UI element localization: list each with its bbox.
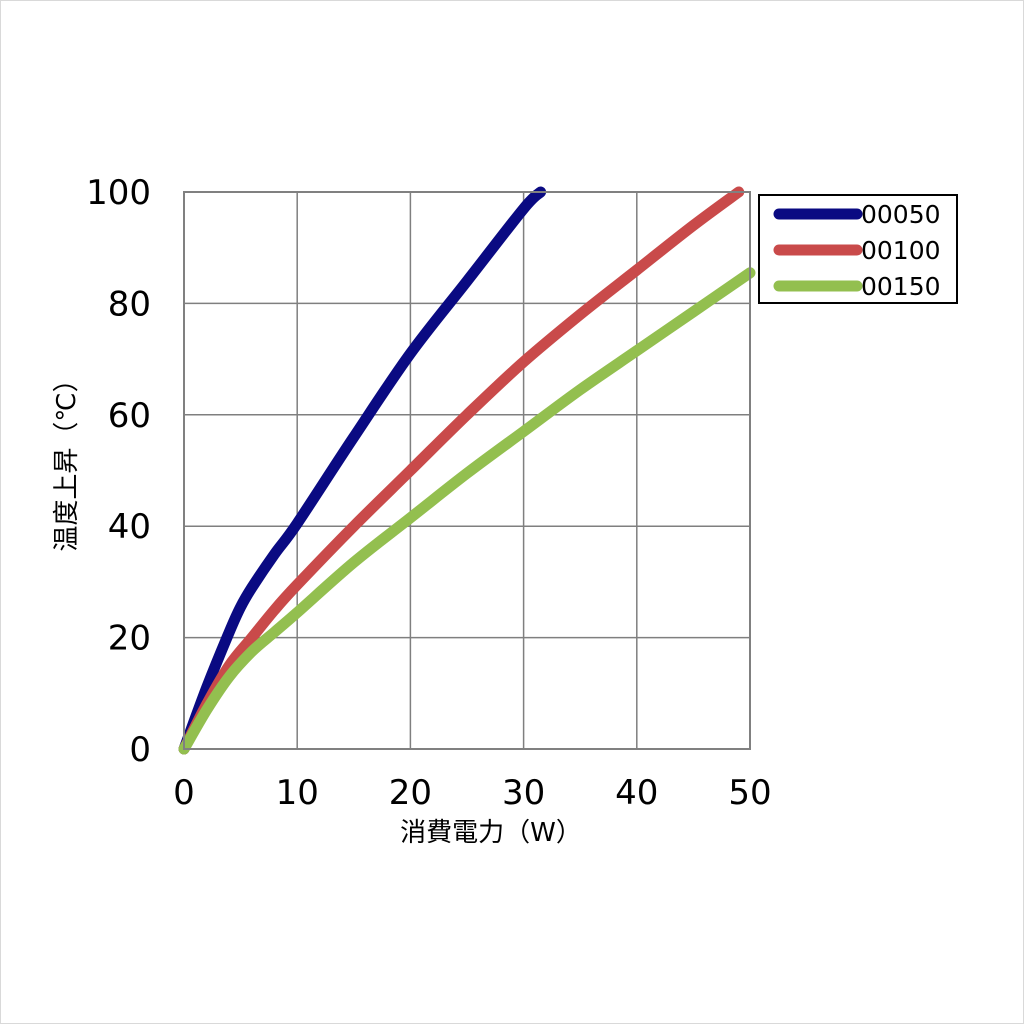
y-tick-label: 100 xyxy=(86,173,151,213)
grid-lines xyxy=(184,192,750,749)
x-tick-label: 30 xyxy=(502,773,545,813)
x-tick-label: 10 xyxy=(276,773,319,813)
y-axis-title: 温度上昇（℃） xyxy=(52,366,82,551)
tick-labels: 0 10 20 30 40 50 0 20 40 60 80 100 xyxy=(86,173,772,813)
x-tick-label: 0 xyxy=(173,773,195,813)
series-line-00100 xyxy=(178,186,745,755)
y-tick-label: 60 xyxy=(108,396,151,436)
plot-area-border xyxy=(183,191,751,750)
legend: 00050 00100 00150 xyxy=(758,194,958,304)
x-tick-label: 20 xyxy=(389,773,432,813)
y-tick-label: 0 xyxy=(129,730,151,770)
legend-label-00050: 00050 xyxy=(861,200,941,229)
x-axis-title: 消費電力（W） xyxy=(400,818,582,848)
y-tick-label: 20 xyxy=(108,619,151,659)
series-lines xyxy=(178,186,756,755)
series-line-00150 xyxy=(178,267,756,755)
y-tick-label: 40 xyxy=(108,507,151,547)
series-line-00050 xyxy=(178,186,547,755)
y-tick-label: 80 xyxy=(108,284,151,324)
x-tick-label: 50 xyxy=(728,773,771,813)
legend-label-00150: 00150 xyxy=(861,272,941,301)
x-tick-label: 40 xyxy=(615,773,658,813)
legend-label-00100: 00100 xyxy=(861,236,941,265)
